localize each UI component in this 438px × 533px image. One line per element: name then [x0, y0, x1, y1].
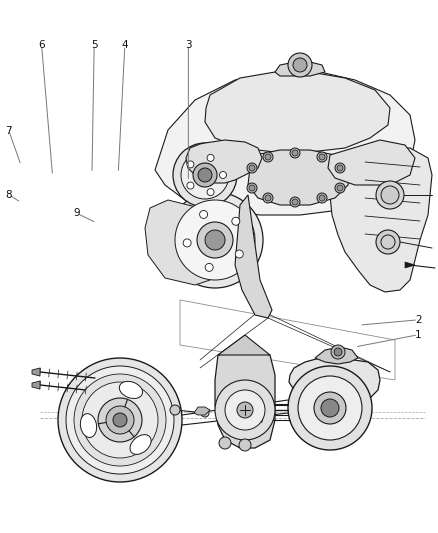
Circle shape: [290, 197, 300, 207]
Polygon shape: [330, 148, 432, 292]
Circle shape: [292, 199, 298, 205]
Circle shape: [106, 406, 134, 434]
Polygon shape: [145, 200, 215, 285]
Circle shape: [187, 161, 194, 168]
Circle shape: [58, 358, 182, 482]
Circle shape: [249, 165, 255, 171]
Polygon shape: [248, 402, 262, 422]
Circle shape: [175, 200, 255, 280]
Circle shape: [381, 186, 399, 204]
Circle shape: [207, 189, 214, 196]
Circle shape: [197, 222, 233, 258]
Circle shape: [170, 405, 180, 415]
Circle shape: [200, 211, 208, 219]
Polygon shape: [186, 140, 262, 183]
Polygon shape: [194, 407, 210, 415]
Circle shape: [292, 150, 298, 156]
Circle shape: [290, 148, 300, 158]
Circle shape: [263, 193, 273, 203]
Circle shape: [314, 392, 346, 424]
Polygon shape: [248, 150, 350, 205]
Polygon shape: [155, 72, 415, 215]
Polygon shape: [235, 195, 272, 318]
Circle shape: [247, 183, 257, 193]
Polygon shape: [32, 368, 40, 376]
Circle shape: [247, 163, 257, 173]
Circle shape: [331, 345, 345, 359]
Circle shape: [207, 155, 214, 161]
Polygon shape: [218, 335, 270, 355]
Circle shape: [113, 413, 127, 427]
Circle shape: [317, 152, 327, 162]
Circle shape: [321, 399, 339, 417]
Circle shape: [288, 53, 312, 77]
Circle shape: [337, 185, 343, 191]
Circle shape: [237, 402, 253, 418]
Circle shape: [205, 230, 225, 250]
Circle shape: [376, 230, 400, 254]
Circle shape: [215, 380, 275, 440]
Text: 4: 4: [121, 41, 128, 50]
Circle shape: [249, 185, 255, 191]
Circle shape: [74, 374, 166, 466]
Circle shape: [319, 154, 325, 160]
Circle shape: [288, 366, 372, 450]
Circle shape: [239, 439, 251, 451]
Polygon shape: [32, 381, 40, 389]
Circle shape: [193, 163, 217, 187]
Circle shape: [293, 58, 307, 72]
Circle shape: [335, 183, 345, 193]
Polygon shape: [289, 358, 380, 403]
Ellipse shape: [130, 435, 151, 454]
Circle shape: [98, 398, 142, 442]
Polygon shape: [315, 347, 358, 364]
Circle shape: [187, 182, 194, 189]
Circle shape: [232, 217, 240, 225]
Circle shape: [167, 192, 263, 288]
Circle shape: [265, 195, 271, 201]
Text: 3: 3: [185, 41, 192, 50]
Ellipse shape: [80, 414, 97, 438]
Circle shape: [201, 409, 209, 417]
Circle shape: [319, 195, 325, 201]
Circle shape: [334, 348, 342, 356]
Circle shape: [181, 151, 229, 199]
Circle shape: [225, 390, 265, 430]
Circle shape: [219, 172, 226, 179]
Circle shape: [82, 382, 158, 458]
Text: 9: 9: [73, 208, 80, 218]
Circle shape: [335, 163, 345, 173]
Text: 8: 8: [5, 190, 12, 199]
Circle shape: [298, 376, 362, 440]
Ellipse shape: [119, 382, 142, 399]
Polygon shape: [275, 62, 325, 76]
Circle shape: [337, 165, 343, 171]
Circle shape: [173, 143, 237, 207]
Circle shape: [219, 437, 231, 449]
Polygon shape: [405, 262, 415, 268]
Polygon shape: [328, 140, 415, 185]
Polygon shape: [205, 72, 390, 152]
Polygon shape: [215, 350, 275, 448]
Circle shape: [183, 239, 191, 247]
Text: 6: 6: [38, 41, 45, 50]
Circle shape: [198, 168, 212, 182]
Text: 2: 2: [415, 315, 422, 325]
Circle shape: [265, 154, 271, 160]
Text: 1: 1: [415, 330, 422, 340]
Circle shape: [66, 366, 174, 474]
Circle shape: [317, 193, 327, 203]
Circle shape: [263, 152, 273, 162]
Circle shape: [205, 263, 213, 271]
Text: 5: 5: [91, 41, 98, 50]
Text: 7: 7: [5, 126, 12, 135]
Circle shape: [376, 181, 404, 209]
Circle shape: [235, 250, 243, 258]
